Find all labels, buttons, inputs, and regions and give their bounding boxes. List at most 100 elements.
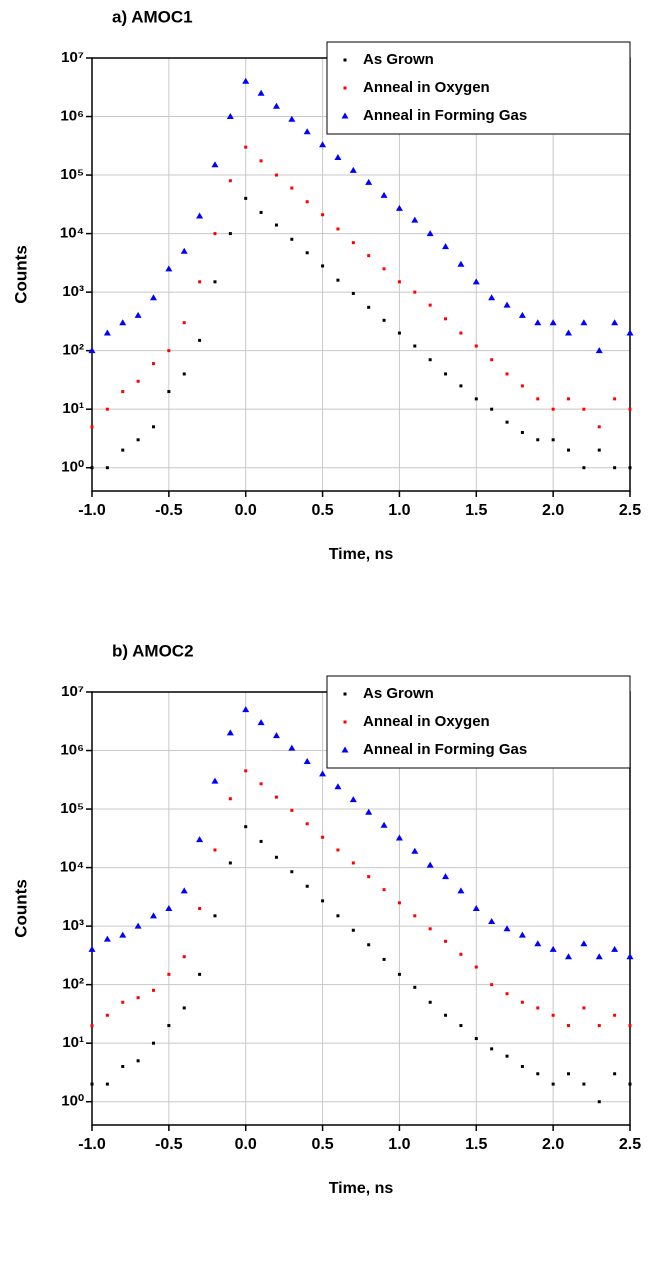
y-tick-label: 10⁰ xyxy=(61,1093,84,1110)
data-point xyxy=(198,907,202,910)
data-point xyxy=(134,311,142,318)
data-point xyxy=(121,1064,125,1068)
data-point xyxy=(321,835,325,839)
data-point xyxy=(536,438,540,442)
data-point xyxy=(334,783,342,790)
data-point xyxy=(180,887,188,894)
data-point xyxy=(182,372,186,376)
legend-label: Anneal in Forming Gas xyxy=(363,107,527,124)
data-point xyxy=(336,227,340,231)
data-point xyxy=(105,1082,109,1086)
data-point xyxy=(380,821,388,828)
data-point xyxy=(305,822,309,826)
data-point xyxy=(444,317,448,321)
data-point xyxy=(213,914,217,918)
y-tick-label: 10⁴ xyxy=(60,225,84,242)
data-point xyxy=(274,795,278,799)
data-point xyxy=(613,397,617,401)
data-point xyxy=(321,264,325,268)
x-tick-label: -1.0 xyxy=(78,502,106,519)
data-point xyxy=(119,931,127,938)
data-point xyxy=(351,291,355,295)
y-tick-label: 10² xyxy=(62,342,84,359)
data-point xyxy=(121,448,125,452)
data-point xyxy=(290,186,294,190)
data-point xyxy=(628,466,632,470)
data-point xyxy=(442,243,450,250)
data-point xyxy=(182,1006,186,1010)
data-point xyxy=(290,808,294,812)
data-point xyxy=(428,927,432,931)
data-point xyxy=(367,305,371,309)
data-point xyxy=(336,848,340,852)
data-point xyxy=(474,397,478,401)
data-point xyxy=(105,466,109,470)
y-tick-label: 10⁷ xyxy=(61,683,84,700)
series xyxy=(88,77,634,354)
data-point xyxy=(319,770,327,777)
x-tick-label: 1.0 xyxy=(388,502,410,519)
data-point xyxy=(628,407,632,411)
y-tick-label: 10¹ xyxy=(62,400,84,417)
data-point xyxy=(567,397,571,401)
data-point xyxy=(426,230,434,237)
data-point xyxy=(444,1013,448,1017)
data-point xyxy=(565,953,573,960)
data-point xyxy=(103,329,111,336)
data-point xyxy=(397,901,401,905)
legend-marker xyxy=(341,746,349,753)
data-point xyxy=(613,1072,617,1076)
data-point xyxy=(88,347,96,354)
data-point xyxy=(582,1082,586,1086)
data-point xyxy=(536,1006,540,1010)
data-point xyxy=(182,955,186,959)
data-point xyxy=(382,267,386,271)
data-point xyxy=(119,319,127,326)
chart-title: a) AMOC1 xyxy=(112,7,193,26)
legend-label: Anneal in Oxygen xyxy=(363,79,490,96)
data-point xyxy=(551,407,555,411)
data-point xyxy=(151,1041,155,1045)
data-point xyxy=(259,159,263,163)
data-point xyxy=(380,191,388,198)
y-tick-label: 10³ xyxy=(62,917,84,934)
data-point xyxy=(626,329,634,336)
data-point xyxy=(105,407,109,411)
data-point xyxy=(136,438,140,442)
data-point xyxy=(367,943,371,947)
data-point xyxy=(472,905,480,911)
data-point xyxy=(411,216,419,223)
data-point xyxy=(321,213,325,217)
data-point xyxy=(167,390,171,394)
data-point xyxy=(134,922,142,929)
data-point xyxy=(274,223,278,227)
data-point xyxy=(228,861,232,865)
data-point xyxy=(565,329,573,336)
data-point xyxy=(90,466,94,470)
data-point xyxy=(303,128,311,135)
data-point xyxy=(151,425,155,429)
data-point xyxy=(613,1013,617,1017)
data-point xyxy=(520,1064,524,1068)
data-point xyxy=(580,319,588,326)
data-point xyxy=(336,914,340,918)
data-point xyxy=(444,372,448,376)
data-point xyxy=(534,319,542,326)
data-point xyxy=(165,905,173,911)
data-point xyxy=(597,448,601,452)
data-point xyxy=(305,884,309,888)
data-point xyxy=(413,290,417,294)
data-point xyxy=(413,344,417,348)
data-point xyxy=(595,347,603,354)
data-point xyxy=(428,303,432,307)
x-tick-label: -0.5 xyxy=(155,1136,183,1153)
data-point xyxy=(488,917,496,924)
legend-marker xyxy=(343,86,347,90)
data-point xyxy=(242,77,250,84)
data-point xyxy=(228,232,232,236)
data-point xyxy=(149,912,157,919)
data-point xyxy=(121,390,125,394)
data-point xyxy=(272,732,280,739)
legend-box xyxy=(326,675,631,769)
